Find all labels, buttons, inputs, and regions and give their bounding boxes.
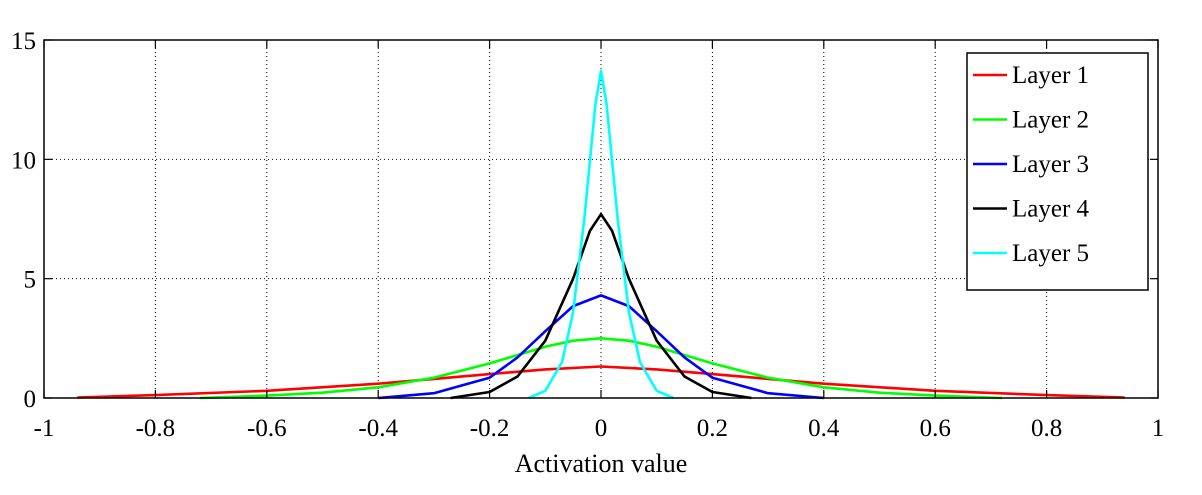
legend-box xyxy=(966,52,1149,291)
x-tick-label: 1 xyxy=(1152,415,1165,442)
x-tick-label: -1 xyxy=(34,415,55,442)
legend: Layer 1 Layer 2 Layer 3 Layer 4 Layer 5 xyxy=(966,52,1149,291)
series-line-layer-2 xyxy=(199,336,1003,400)
x-tick-label: 0.2 xyxy=(697,415,728,442)
y-tick-label: 5 xyxy=(24,267,37,294)
x-tick-label: -0.8 xyxy=(136,415,176,442)
x-tick-label: -0.2 xyxy=(470,415,510,442)
x-axis-label: Activation value xyxy=(515,449,688,478)
legend-label-layer-1: Layer 1 xyxy=(1012,62,1089,89)
x-tick-label: 0.4 xyxy=(808,415,840,442)
series-lines xyxy=(77,69,1125,400)
x-tick-labels: -1 -0.8 -0.6 -0.4 -0.2 0 0.2 0.4 0.6 0.8 1 xyxy=(34,415,1165,442)
legend-label-layer-5: Layer 5 xyxy=(1012,240,1089,267)
legend-label-layer-4: Layer 4 xyxy=(1012,196,1090,223)
y-tick-label: 10 xyxy=(11,147,36,174)
series-line-layer-1 xyxy=(77,365,1125,399)
x-tick-label: 0.6 xyxy=(920,415,951,442)
y-tick-labels: 0 5 10 15 xyxy=(11,28,36,413)
x-tick-label: 0 xyxy=(595,415,608,442)
y-tick-label: 0 xyxy=(24,386,37,413)
legend-label-layer-3: Layer 3 xyxy=(1012,151,1089,178)
x-tick-label: -0.6 xyxy=(247,415,287,442)
series-line-layer-4 xyxy=(450,212,752,400)
x-tick-label: 0.8 xyxy=(1031,415,1062,442)
axis-ticks xyxy=(43,39,1159,399)
series-line-layer-5 xyxy=(528,69,674,400)
legend-label-layer-2: Layer 2 xyxy=(1012,107,1089,134)
series-line-layer-3 xyxy=(378,294,824,400)
x-tick-label: -0.4 xyxy=(358,415,398,442)
y-tick-label: 15 xyxy=(11,28,36,55)
